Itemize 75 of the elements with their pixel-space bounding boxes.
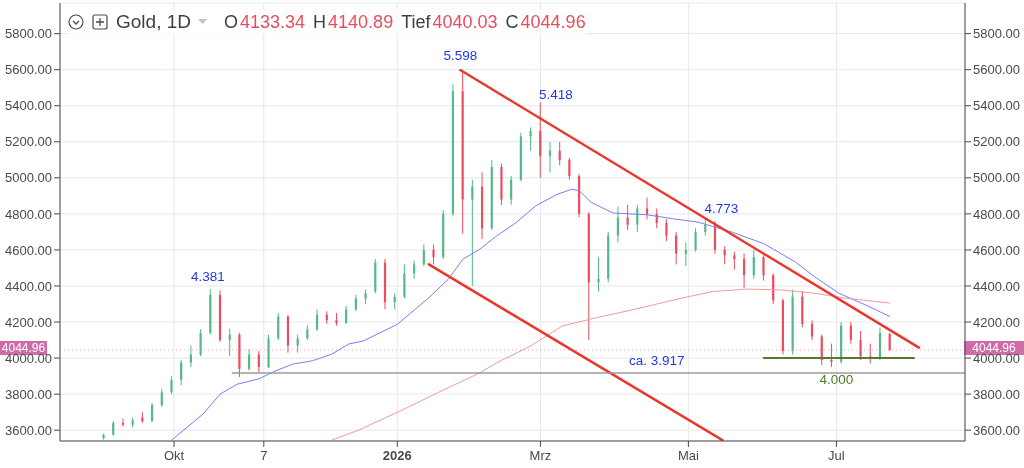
y-tick-label: 5400.00 (5, 98, 52, 114)
candlestick (859, 330, 862, 361)
line-series (171, 188, 891, 441)
candlestick (413, 260, 416, 280)
y2-tick-label: 4800.00 (973, 206, 1020, 222)
y-tick-label: 3600.00 (5, 422, 52, 438)
y-tick-label: 5600.00 (5, 62, 52, 78)
annotation: 4.381 (190, 269, 225, 285)
candlestick (645, 197, 649, 220)
candlestick (257, 350, 260, 374)
candlestick (597, 256, 600, 292)
candlestick (432, 244, 435, 265)
candlestick (345, 305, 348, 325)
candlestick (733, 251, 736, 271)
y-tick-label: 4800.00 (5, 206, 52, 222)
candlestick (558, 141, 561, 166)
annotation: 5.598 (443, 47, 478, 63)
candlestick (888, 332, 891, 352)
candlestick (180, 359, 183, 386)
y-tick-label: 4200.00 (5, 314, 52, 330)
annotation: Tief4040.03 (401, 11, 498, 32)
y2-tick-label: 5000.00 (973, 170, 1020, 186)
y-tick-label: 5000.00 (5, 170, 52, 186)
y-tick-label: 3800.00 (5, 386, 52, 402)
candlestick (315, 308, 319, 332)
y2-tick-label: 3800.00 (973, 386, 1020, 402)
x-tick-label: 2026 (382, 448, 412, 464)
candlestick (830, 343, 833, 368)
annotation: H4140.89 (313, 11, 394, 32)
candlestick (248, 348, 251, 372)
annotation: ca. 3.917 (629, 352, 685, 368)
annotation: 5.418 (539, 87, 573, 103)
candlestick (626, 204, 629, 231)
annotation: 4.773 (704, 201, 739, 217)
y2-tick-label: 5200.00 (973, 134, 1020, 150)
y2-tick-label: 3600.00 (973, 422, 1020, 438)
candlestick (403, 263, 406, 300)
x-tick-label: Mai (677, 448, 699, 464)
annotation: 4.000 (819, 371, 854, 387)
annotation: C4044.96 (505, 11, 586, 32)
chart-title: Gold, 1D (116, 11, 191, 33)
candlestick (694, 227, 697, 253)
y2-tick-label: 4200.00 (973, 314, 1020, 330)
candlestick (616, 206, 620, 244)
candlestick (189, 344, 192, 368)
annotation: O4133.34 (223, 11, 306, 32)
y-tick-label: 5800.00 (5, 26, 52, 42)
y2-tick-label: 4600.00 (973, 242, 1020, 258)
candlestick (675, 231, 678, 265)
candlestick (422, 244, 425, 267)
candlestick (529, 126, 532, 152)
candlestick (762, 254, 765, 282)
y-tick-label: 4400.00 (5, 278, 52, 294)
y2-tick-label: 5600.00 (973, 62, 1020, 78)
y-tick-label: 4600.00 (5, 242, 52, 258)
x-tick-label: Jul (828, 448, 845, 464)
line-series (331, 288, 891, 441)
y2-tick-label: 4400.00 (973, 278, 1020, 294)
candlestick (170, 375, 173, 395)
x-tick-label: Mrz (529, 448, 552, 464)
y-tick-label: 5200.00 (5, 134, 52, 150)
candlestick (121, 417, 125, 428)
candlestick (636, 204, 639, 233)
y2-tick-label: 5400.00 (973, 98, 1020, 114)
y2-tick-label: 5800.00 (973, 26, 1020, 42)
candlestick (568, 157, 571, 181)
candlestick (752, 249, 755, 280)
x-tick-label: 7 (260, 448, 268, 464)
candlestick (150, 402, 154, 423)
candlestick (743, 253, 746, 289)
x-tick-label: Okt (163, 448, 185, 464)
candlestick (849, 321, 852, 345)
candlestick (665, 218, 668, 242)
candlestick (160, 388, 163, 408)
candlestick (684, 242, 687, 267)
